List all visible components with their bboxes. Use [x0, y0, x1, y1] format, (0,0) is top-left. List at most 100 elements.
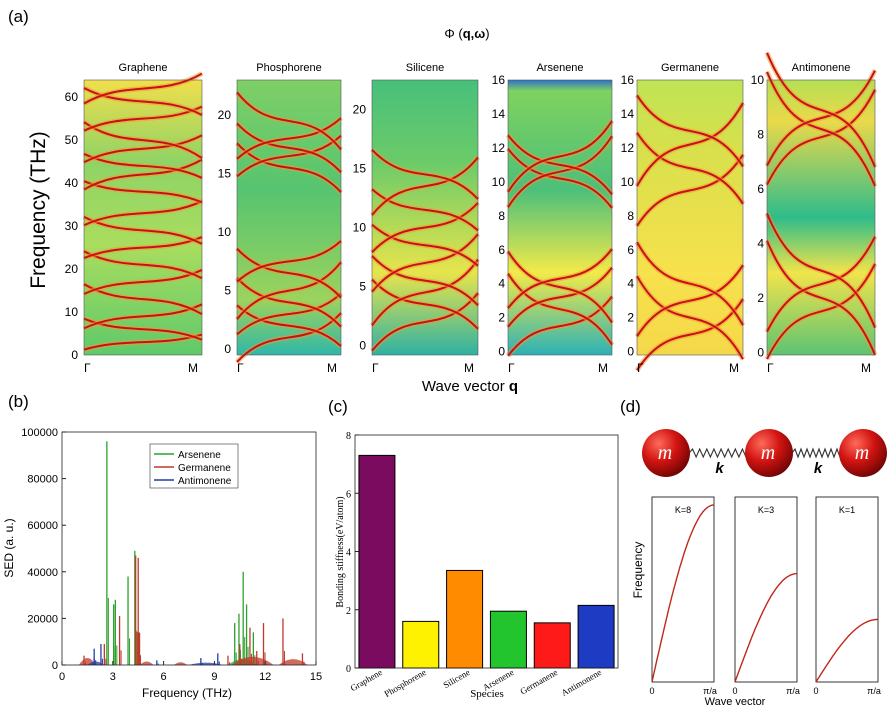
- heatmap-xtick-gamma-phosphorene: Γ: [237, 361, 244, 375]
- dispersion-curve-k-1: [815, 618, 879, 683]
- dispersion-xtick-zero-k-3: 0: [732, 686, 737, 696]
- dispersion-x-label: Wave vector: [705, 696, 766, 708]
- heatmap-band-phosphorene: [236, 91, 342, 151]
- heatmap-title-germanene: Germanene: [661, 62, 719, 74]
- title-prefix: Φ (: [444, 26, 463, 41]
- bar-y-label: Bonding stiffness(eV/atom): [335, 496, 346, 607]
- dispersion-xtick-zero-k-8: 0: [649, 686, 654, 696]
- heatmap-frame-silicene: [371, 79, 479, 356]
- bar-arsenene: [489, 610, 527, 669]
- spring: [688, 447, 747, 459]
- heatmap-xtick-m-arsenene: M: [598, 361, 608, 375]
- heatmap-ytick-phosphorene: 15: [218, 167, 232, 181]
- sed-ytick-label: 40000: [27, 567, 58, 579]
- heatmap-band-silicene: [371, 156, 479, 216]
- bar-germanene: [533, 622, 571, 669]
- heatmap-band-phosphorene: [236, 292, 342, 336]
- bar-category-label-antimonene: Antimonene: [560, 667, 604, 698]
- sed-xtick-label: 6: [161, 671, 167, 683]
- spring: [791, 447, 841, 459]
- heatmap-ytick-germanene: 14: [621, 107, 635, 121]
- heatmap-band-phosphorene: [236, 240, 342, 283]
- heatmap-xtick-gamma-antimonene: Γ: [767, 361, 774, 375]
- heatmap-band-germanene: [636, 241, 744, 326]
- sed-xtick-label: 12: [259, 671, 271, 683]
- heatmap-ytick-antimonene: 4: [757, 236, 764, 250]
- heatmap-band-phosphorene: [236, 261, 342, 320]
- dispersion-y-label: Frequency: [631, 542, 645, 599]
- sed-hump-germanene: [139, 661, 154, 665]
- heatmap-band-graphene: [83, 121, 203, 160]
- heatmap-band-graphene: [83, 215, 203, 245]
- heatmap-ytick-germanene: 8: [627, 209, 634, 223]
- heatmap-frame-antimonene: [766, 79, 876, 356]
- heatmap-ytick-phosphorene: 5: [224, 284, 231, 298]
- heatmap-frame-arsenene: [507, 79, 613, 356]
- heatmap-band-arsenene: [507, 272, 613, 346]
- bar-category-label-silicene: Silicene: [441, 667, 471, 690]
- heatmap-title-phosphorene: Phosphorene: [256, 62, 321, 74]
- heatmap-ytick-germanene: 2: [627, 311, 634, 325]
- heatmap-band-phosphorene: [236, 117, 342, 160]
- heatmap-xtick-m-germanene: M: [729, 361, 739, 375]
- dispersion-xtick-zero-k-1: 0: [813, 686, 818, 696]
- heatmap-ytick-arsenene: 8: [498, 209, 505, 223]
- heatmap-bg-phosphorene: [237, 80, 341, 355]
- heatmap-band-silicene: [371, 223, 479, 267]
- heatmap-band-antimonene: [766, 89, 876, 186]
- heatmap-band-antimonene: [766, 52, 876, 168]
- heatmap-band-graphene: [83, 236, 203, 260]
- heatmap-xtick-m-phosphorene: M: [327, 361, 337, 375]
- heatmap-band-silicene: [371, 202, 479, 254]
- sed-ytick-label: 0: [52, 660, 58, 672]
- heatmap-xtick-m-antimonene: M: [861, 361, 871, 375]
- sed-x-label: Frequency (THz): [142, 686, 232, 700]
- heatmap-xtick-gamma-graphene: Γ: [84, 361, 91, 375]
- heatmap-band-phosphorene: [236, 134, 342, 178]
- heatmap-xtick-gamma-germanene: Γ: [637, 361, 644, 375]
- heatmap-band-graphene: [83, 333, 203, 351]
- heatmap-x-label-bold: q: [509, 378, 518, 395]
- heatmap-ytick-arsenene: 12: [492, 141, 506, 155]
- sed-xtick-label: 15: [310, 671, 322, 683]
- bar-ytick-label: 4: [346, 548, 351, 559]
- sed-y-label: SED (a. u.): [2, 518, 16, 577]
- dispersion-xtick-pi-k-8: π/a: [703, 686, 717, 696]
- bar-graphene: [358, 454, 396, 669]
- heatmap-ytick-germanene: 0: [627, 345, 634, 359]
- heatmap-band-arsenene: [507, 120, 613, 193]
- heatmap-band-germanene: [636, 275, 744, 360]
- heatmap-band-silicene: [371, 148, 479, 200]
- mass-ball: [839, 429, 887, 477]
- sed-chart: Frequency (THz) SED (a. u.) 0 3 6 9 12 15 0 200…: [2, 427, 322, 700]
- title-suffix: ): [485, 26, 489, 41]
- heatmap-ytick-arsenene: 0: [498, 345, 505, 359]
- heatmap-ytick-antimonene: 8: [757, 127, 764, 141]
- sed-xtick-label: 3: [110, 671, 116, 683]
- heatmap-frame-graphene: [83, 79, 203, 356]
- dispersion-title-k-1: K=1: [839, 505, 855, 515]
- heatmap-band-silicene: [371, 258, 479, 327]
- sed-ytick-label: 100000: [21, 427, 58, 439]
- sed-legend-label-antimonene: Antimonene: [178, 476, 232, 487]
- heatmap-band-graphene: [83, 134, 203, 164]
- heatmap-band-graphene: [83, 87, 203, 116]
- heatmap-band-antimonene: [766, 70, 876, 167]
- spring-constant-label: k: [715, 460, 724, 477]
- heatmap-ytick-graphene: 40: [65, 176, 79, 190]
- heatmap-ytick-germanene: 12: [621, 141, 635, 155]
- bar-category-label-graphene: Graphene: [349, 667, 384, 693]
- mass-ball: [745, 429, 793, 477]
- heatmap-ytick-germanene: 4: [627, 277, 634, 291]
- heatmap-band-phosphorene: [236, 142, 342, 194]
- heatmap-band-germanene: [636, 154, 744, 227]
- sed-hump-germanene: [278, 659, 308, 665]
- heatmap-band-phosphorene: [236, 312, 342, 363]
- bonding-stiffness-chart: Species Bonding stiffness(eV/atom) Graph…: [335, 431, 619, 700]
- heatmap-ytick-silicene: 15: [353, 162, 367, 176]
- heatmap-band-arsenene: [507, 135, 613, 208]
- heatmap-x-label: Wave vector q: [422, 378, 518, 395]
- heatmap-ytick-phosphorene: 10: [218, 225, 232, 239]
- mass-label: m: [855, 442, 869, 464]
- heatmap-ytick-silicene: 0: [359, 339, 366, 353]
